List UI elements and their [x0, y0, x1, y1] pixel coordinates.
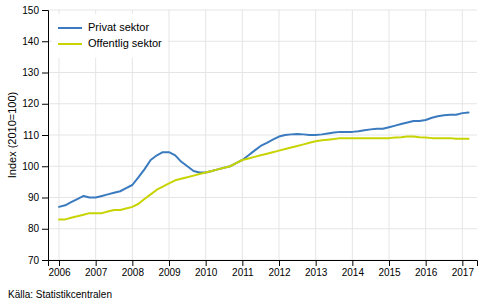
grid-line-x	[169, 10, 170, 260]
y-axis-tick-label: 100	[22, 161, 39, 172]
chart: 2006 2007 2008 2009 2010 2011 2012 2013 2014 2015…	[0, 0, 493, 304]
grid-line-y	[48, 228, 477, 229]
x-axis-tick-mark	[352, 260, 353, 266]
y-axis-tick-label: 90	[28, 192, 40, 203]
y-axis-tick-label: 110	[23, 130, 39, 141]
x-axis-tick: 2016	[415, 260, 438, 278]
x-axis-tick-label: 2008	[122, 267, 145, 278]
x-axis-tick: 2009	[158, 260, 181, 278]
legend-item: Privat sektor	[58, 21, 149, 33]
x-axis-tick-label: 2015	[378, 267, 401, 278]
y-axis-tick-mark	[42, 198, 48, 199]
x-axis-tick: 2015	[378, 260, 401, 278]
x-axis-tick-mark	[96, 260, 97, 266]
series-group	[59, 113, 469, 220]
grid-line-y	[48, 10, 477, 11]
y-axis-tick: 70	[28, 255, 48, 266]
y-axis-tick: 90	[28, 192, 48, 203]
x-axis-tick-label: 2014	[342, 267, 365, 278]
y-axis-tick: 100	[22, 161, 48, 172]
y-axis-tick-mark	[42, 229, 48, 230]
x-axis-tick-mark	[279, 260, 280, 266]
y-axis-tick-label: 120	[22, 98, 39, 109]
grid-line-y	[48, 72, 477, 73]
x-axis-tick: 2008	[122, 260, 145, 278]
y-axis-line	[42, 11, 49, 261]
legend-background	[52, 14, 168, 58]
x-axis-tick-mark	[59, 260, 60, 266]
y-axis-tick: 140	[22, 36, 48, 47]
y-axis-tick-mark	[42, 104, 48, 105]
series-line	[59, 137, 469, 220]
x-axis-tick-mark	[389, 260, 390, 266]
legend-swatch	[58, 27, 82, 29]
x-axis-line	[49, 261, 478, 267]
x-axis-tick: 2012	[268, 260, 291, 278]
x-axis-tick-label: 2006	[48, 267, 71, 278]
y-axis-tick-label: 150	[22, 5, 39, 16]
legend-swatch	[58, 43, 82, 45]
x-axis-tick-label: 2007	[85, 267, 108, 278]
legend-item: Offentlig sektor	[58, 37, 162, 49]
grid-line-y	[48, 197, 477, 198]
grid-line-x	[462, 10, 463, 260]
x-axis-tick: 2017	[452, 260, 475, 278]
x-axis-tick: 2014	[342, 260, 365, 278]
y-axis-tick-mark	[42, 73, 48, 74]
x-axis-tick-label: 2010	[195, 267, 218, 278]
y-axis-tick: 130	[22, 67, 48, 78]
grid-line-y	[48, 135, 477, 136]
y-axis-tick-label: 130	[22, 67, 39, 78]
y-axis-tick: 110	[23, 130, 48, 141]
x-axis-tick-mark	[206, 260, 207, 266]
x-axis-tick: 2007	[85, 260, 108, 278]
plot: 2006 2007 2008 2009 2010 2011 2012 2013 2014 2015…	[22, 5, 477, 278]
y-axis-tick-label: 140	[22, 36, 39, 47]
y-axis-tick-mark	[42, 135, 48, 136]
series-line	[59, 113, 469, 207]
grid	[48, 10, 477, 260]
legend-label: Offentlig sektor	[88, 37, 162, 49]
y-axis: 70 80 90 100 110 120 130 140 150	[22, 5, 48, 266]
y-axis-tick: 80	[28, 223, 48, 234]
x-axis-tick: 2010	[195, 260, 218, 278]
x-axis-tick-mark	[462, 260, 463, 266]
grid-line-x	[389, 10, 390, 260]
y-axis-tick-mark	[42, 10, 48, 11]
x-axis-tick-label: 2012	[268, 267, 291, 278]
grid-line-x	[425, 10, 426, 260]
y-axis-tick: 120	[22, 98, 48, 109]
source-note: Källa: Statistikcentralen	[8, 289, 112, 300]
x-axis-tick-mark	[169, 260, 170, 266]
y-axis-tick-mark	[42, 166, 48, 167]
grid-line-y	[48, 103, 477, 104]
x-axis-tick-label: 2009	[158, 267, 181, 278]
x-axis-tick-label: 2016	[415, 267, 438, 278]
grid-line-x	[242, 10, 243, 260]
x-axis-tick-mark	[242, 260, 243, 266]
grid-line-x	[205, 10, 206, 260]
grid-line-x	[352, 10, 353, 260]
x-axis-tick-label: 2011	[232, 267, 254, 278]
x-axis: 2006 2007 2008 2009 2010 2011 2012 2013 2014 2015…	[48, 260, 477, 278]
grid-line-y	[48, 166, 477, 167]
y-axis-tick-label: 70	[28, 255, 40, 266]
x-axis-tick-mark	[132, 260, 133, 266]
y-axis-tick-label: 80	[28, 223, 40, 234]
y-axis-tick: 150	[22, 5, 48, 16]
x-axis-tick: 2013	[305, 260, 328, 278]
legend: Privat sektor Offentlig sektor	[52, 14, 168, 58]
y-axis-title: Index (2010=100)	[6, 92, 18, 179]
x-axis-tick-mark	[316, 260, 317, 266]
y-axis-tick-mark	[42, 41, 48, 42]
x-axis-tick-label: 2013	[305, 267, 328, 278]
y-axis-tick-mark	[42, 260, 48, 261]
x-axis-tick-mark	[426, 260, 427, 266]
x-axis-tick: 2011	[232, 260, 254, 278]
x-axis-tick-label: 2017	[452, 267, 475, 278]
legend-label: Privat sektor	[88, 21, 149, 33]
x-axis-tick: 2006	[48, 260, 71, 278]
grid-line-x	[279, 10, 280, 260]
